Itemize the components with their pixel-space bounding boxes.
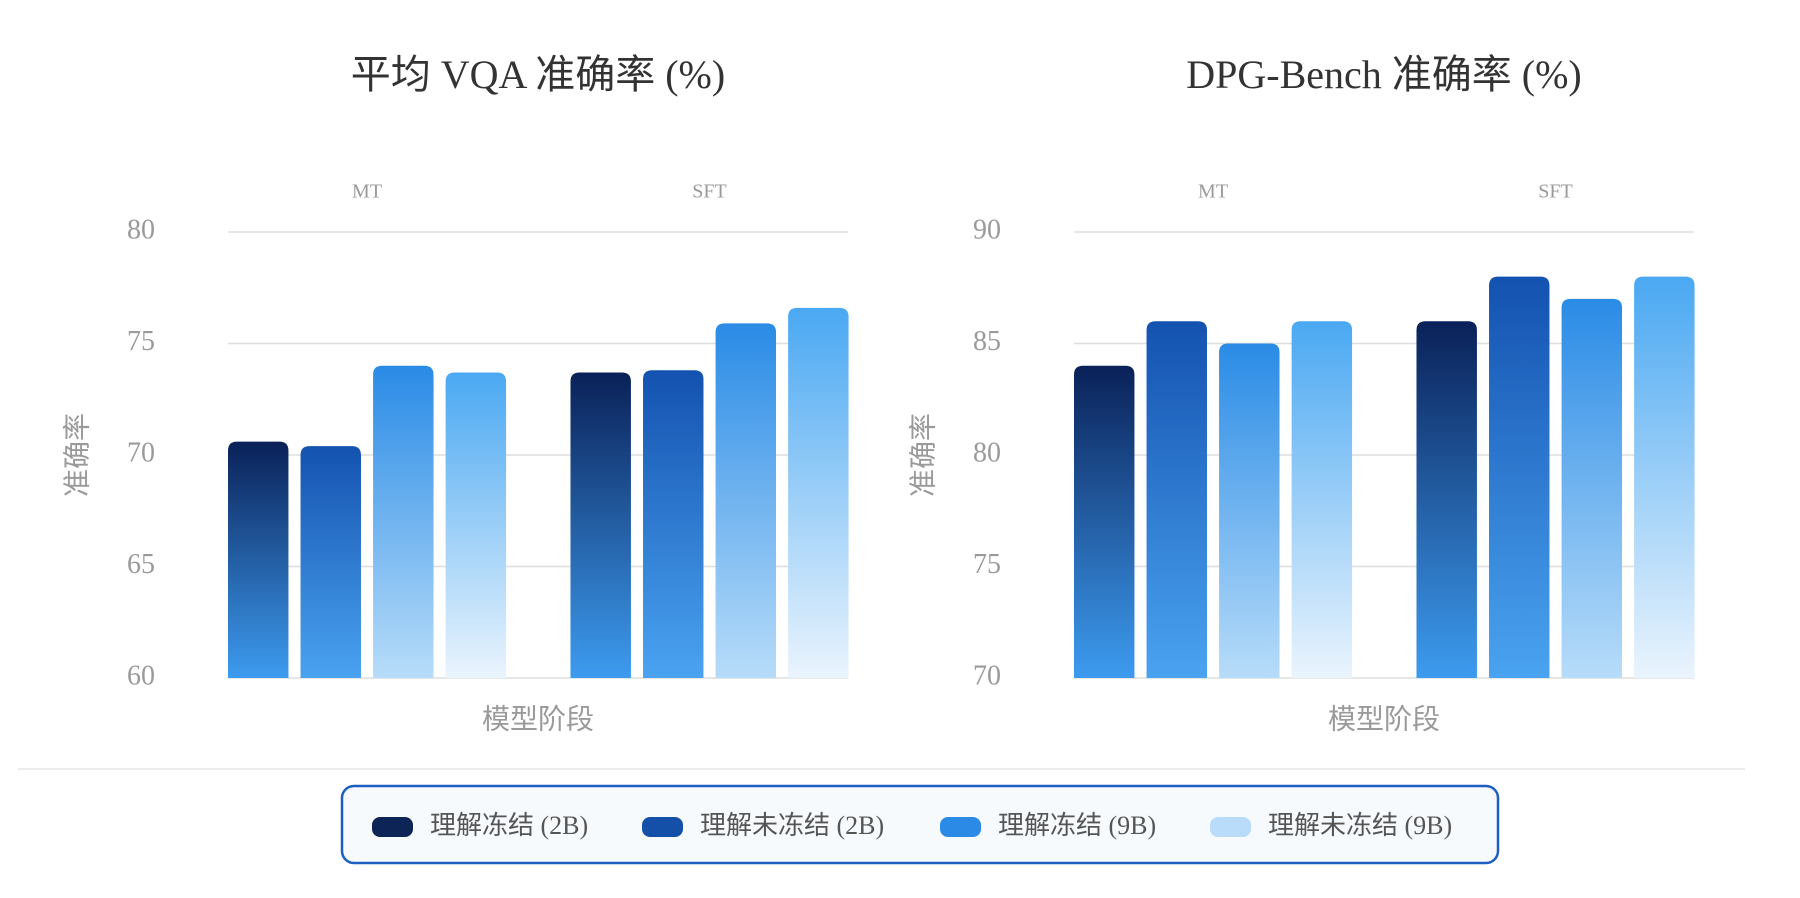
bar xyxy=(715,323,777,678)
legend-swatch xyxy=(642,817,683,837)
y-tick-label: 60 xyxy=(127,660,155,691)
bar xyxy=(1416,321,1477,678)
y-tick-label: 80 xyxy=(973,437,1001,468)
y-tick-label: 75 xyxy=(973,549,1001,580)
y-tick-label: 70 xyxy=(127,437,155,468)
y-axis-title: 准确率 xyxy=(61,413,93,497)
chart-title: 平均 VQA 准确率 (%) xyxy=(351,52,725,97)
category-label: SFT xyxy=(692,181,726,203)
legend-label: 理解冻结 (9B) xyxy=(998,811,1156,840)
bar xyxy=(228,441,289,678)
chart-title: DPG-Bench 准确率 (%) xyxy=(1186,52,1582,97)
legend-box xyxy=(340,784,1500,865)
legend-label: 理解未冻结 (9B) xyxy=(1268,811,1452,840)
bar xyxy=(300,446,361,678)
x-axis-title: 模型阶段 xyxy=(1328,703,1440,735)
y-tick-label: 65 xyxy=(127,549,155,580)
y-tick-label: 90 xyxy=(973,214,1001,245)
bar xyxy=(1291,321,1353,678)
y-tick-label: 80 xyxy=(127,214,155,245)
y-tick-label: 85 xyxy=(973,326,1001,357)
bar xyxy=(1561,298,1623,678)
bar xyxy=(373,365,434,678)
bar xyxy=(1634,276,1695,678)
y-tick-label: 75 xyxy=(127,326,155,357)
category-label: MT xyxy=(352,181,382,203)
legend-swatch xyxy=(372,817,413,837)
bar xyxy=(570,372,631,678)
legend-swatch xyxy=(940,817,981,837)
bar xyxy=(445,372,507,678)
bar xyxy=(1489,276,1550,678)
y-axis-title: 准确率 xyxy=(907,413,939,497)
bar xyxy=(788,307,849,678)
bar xyxy=(1146,321,1207,678)
y-tick-label: 70 xyxy=(973,660,1001,691)
legend-label: 理解未冻结 (2B) xyxy=(700,811,884,840)
bar xyxy=(1074,365,1135,678)
bar xyxy=(643,370,704,678)
legend-label: 理解冻结 (2B) xyxy=(430,811,588,840)
x-axis-title: 模型阶段 xyxy=(482,703,594,735)
legend-swatch xyxy=(1210,817,1251,837)
category-label: SFT xyxy=(1538,181,1572,203)
bar xyxy=(1219,343,1280,678)
category-label: MT xyxy=(1198,181,1228,203)
